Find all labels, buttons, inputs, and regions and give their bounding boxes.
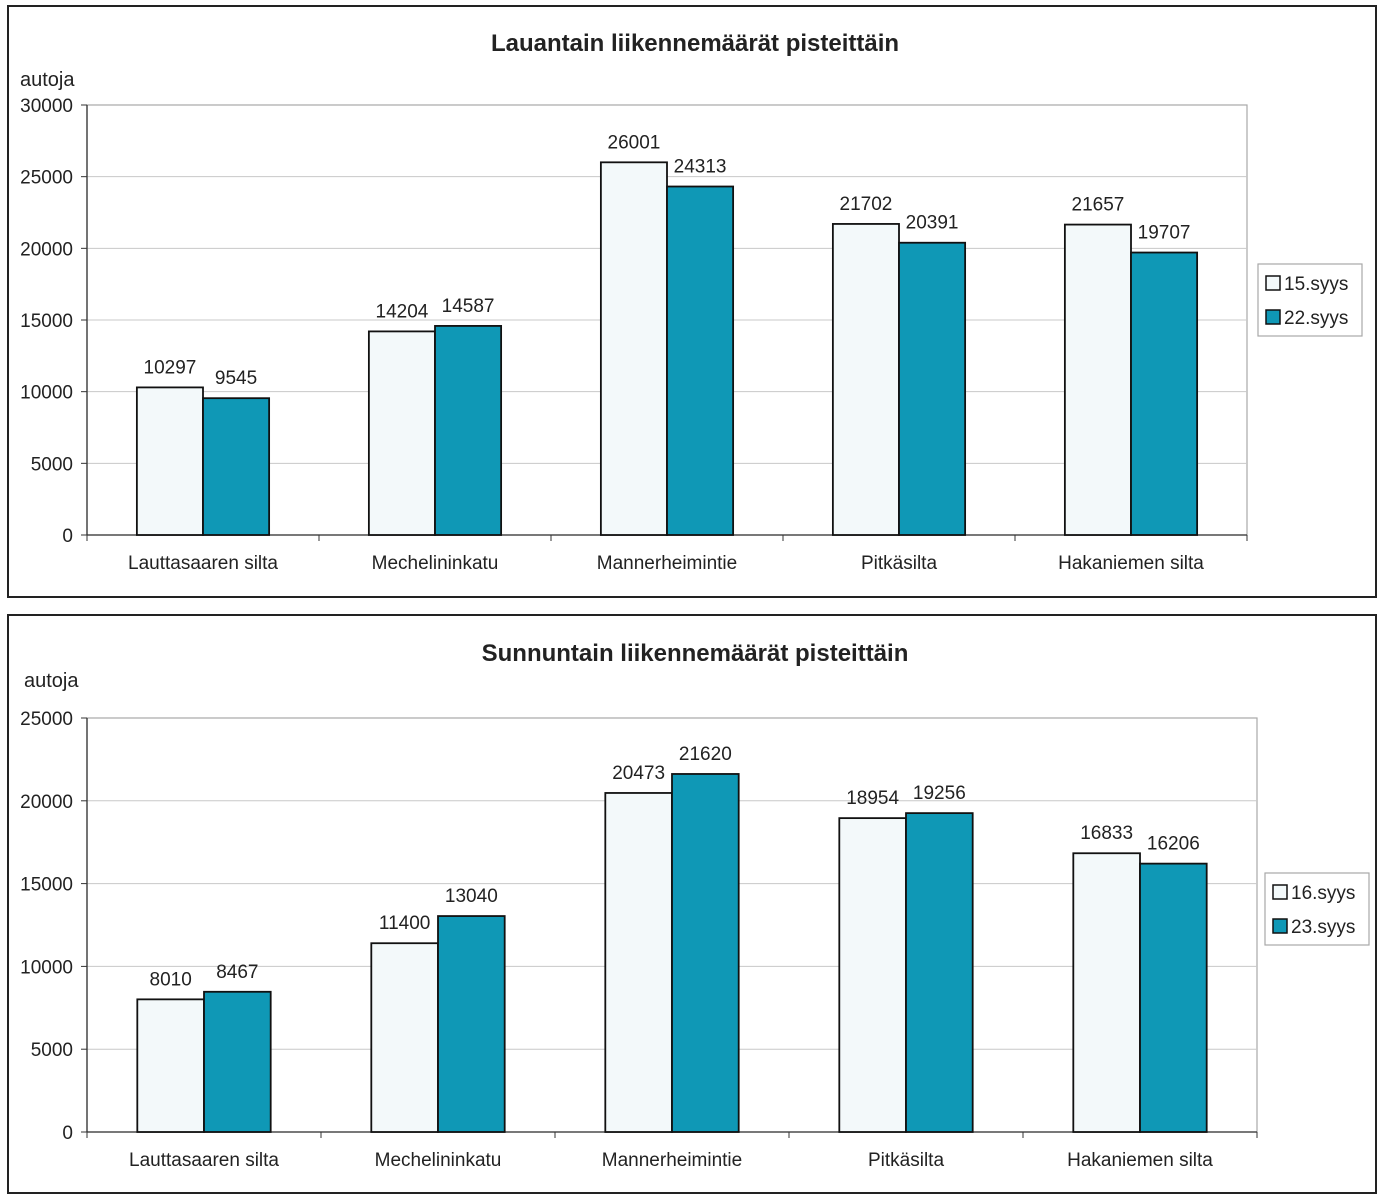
y-tick-label: 15000 (20, 311, 73, 332)
data-label: 20391 (906, 213, 959, 234)
y-tick-label: 25000 (20, 168, 73, 189)
bar-23-syys (1139, 862, 1208, 1133)
data-label: 26001 (608, 132, 661, 153)
y-tick-label: 0 (62, 526, 73, 547)
y-tick-label: 30000 (20, 96, 73, 117)
y-tick-label: 10000 (20, 957, 73, 978)
bar-15-syys (831, 223, 900, 536)
category-label: Mechelininkatu (375, 1150, 502, 1171)
bar-16-syys (604, 792, 673, 1133)
legend-swatch (1265, 309, 1281, 325)
legend-label: 15.syys (1284, 274, 1348, 295)
bar-15-syys (1063, 223, 1132, 536)
bar-23-syys (671, 773, 740, 1133)
legend-label: 22.syys (1284, 308, 1348, 329)
chart-title: Lauantain liikennemäärät pisteittäin (491, 30, 899, 57)
bar-22-syys (1130, 251, 1199, 536)
data-label: 9545 (215, 368, 257, 389)
data-label: 14204 (376, 301, 429, 322)
data-label: 20473 (612, 763, 665, 784)
bar-22-syys (202, 397, 271, 536)
category-label: Lauttasaaren silta (128, 553, 278, 574)
y-axis-label: autoja (20, 69, 75, 91)
data-label: 14587 (442, 296, 495, 317)
category-label: Mannerheimintie (597, 553, 737, 574)
y-tick-label: 20000 (20, 239, 73, 260)
category-label: Hakaniemen silta (1058, 553, 1204, 574)
data-label: 11400 (379, 913, 430, 934)
saturday-bar-chart: Lauantain liikennemäärät pisteittäin auto… (20, 30, 1363, 574)
bar-23-syys (203, 990, 272, 1133)
bar-22-syys (434, 325, 503, 536)
bar-16-syys (1072, 852, 1141, 1133)
data-label: 19256 (913, 783, 966, 804)
y-tick-label: 20000 (20, 792, 73, 813)
data-label: 19707 (1138, 223, 1191, 244)
data-label: 16833 (1080, 823, 1133, 844)
data-label: 8010 (150, 969, 192, 990)
data-label: 24313 (674, 157, 727, 178)
bar-16-syys (136, 998, 205, 1133)
bar-23-syys (905, 812, 974, 1133)
y-tick-label: 5000 (31, 1040, 73, 1061)
data-label: 21620 (679, 744, 732, 765)
bar-22-syys (666, 185, 735, 536)
y-axis-label: autoja (24, 670, 79, 692)
data-label: 10297 (144, 357, 197, 378)
data-label: 21702 (840, 194, 893, 215)
category-label: Mechelininkatu (372, 553, 499, 574)
category-label: Pitkäsilta (861, 553, 937, 574)
bar-16-syys (838, 817, 907, 1133)
legend-label: 23.syys (1291, 917, 1355, 938)
data-label: 16206 (1147, 834, 1200, 855)
data-label: 18954 (846, 788, 899, 809)
category-label: Mannerheimintie (602, 1150, 742, 1171)
legend-swatch (1272, 918, 1288, 934)
data-label: 8467 (216, 962, 258, 983)
legend-swatch (1265, 275, 1281, 291)
legend-label: 16.syys (1291, 883, 1355, 904)
data-label: 21657 (1072, 195, 1125, 216)
y-tick-label: 25000 (20, 709, 73, 730)
sunday-bar-chart: Sunnuntain liikennemäärät pisteittäin aut… (20, 640, 1370, 1171)
sunday-chart-panel: Sunnuntain liikennemäärät pisteittäin aut… (7, 614, 1377, 1194)
y-tick-label: 0 (62, 1123, 73, 1144)
bar-15-syys (599, 161, 668, 536)
y-tick-label: 15000 (20, 875, 73, 896)
data-label: 13040 (445, 886, 498, 907)
bar-15-syys (367, 330, 436, 536)
bar-16-syys (370, 942, 439, 1133)
y-tick-label: 5000 (31, 454, 73, 475)
legend-swatch (1272, 884, 1288, 900)
bar-23-syys (437, 915, 506, 1133)
bar-15-syys (135, 386, 204, 536)
category-label: Pitkäsilta (868, 1150, 944, 1171)
category-label: Hakaniemen silta (1067, 1150, 1213, 1171)
chart-title: Sunnuntain liikennemäärät pisteittäin (482, 640, 909, 667)
category-label: Lauttasaaren silta (129, 1150, 279, 1171)
saturday-chart-panel: Lauantain liikennemäärät pisteittäin auto… (7, 5, 1377, 598)
bar-22-syys (898, 241, 967, 536)
y-tick-label: 10000 (20, 383, 73, 404)
